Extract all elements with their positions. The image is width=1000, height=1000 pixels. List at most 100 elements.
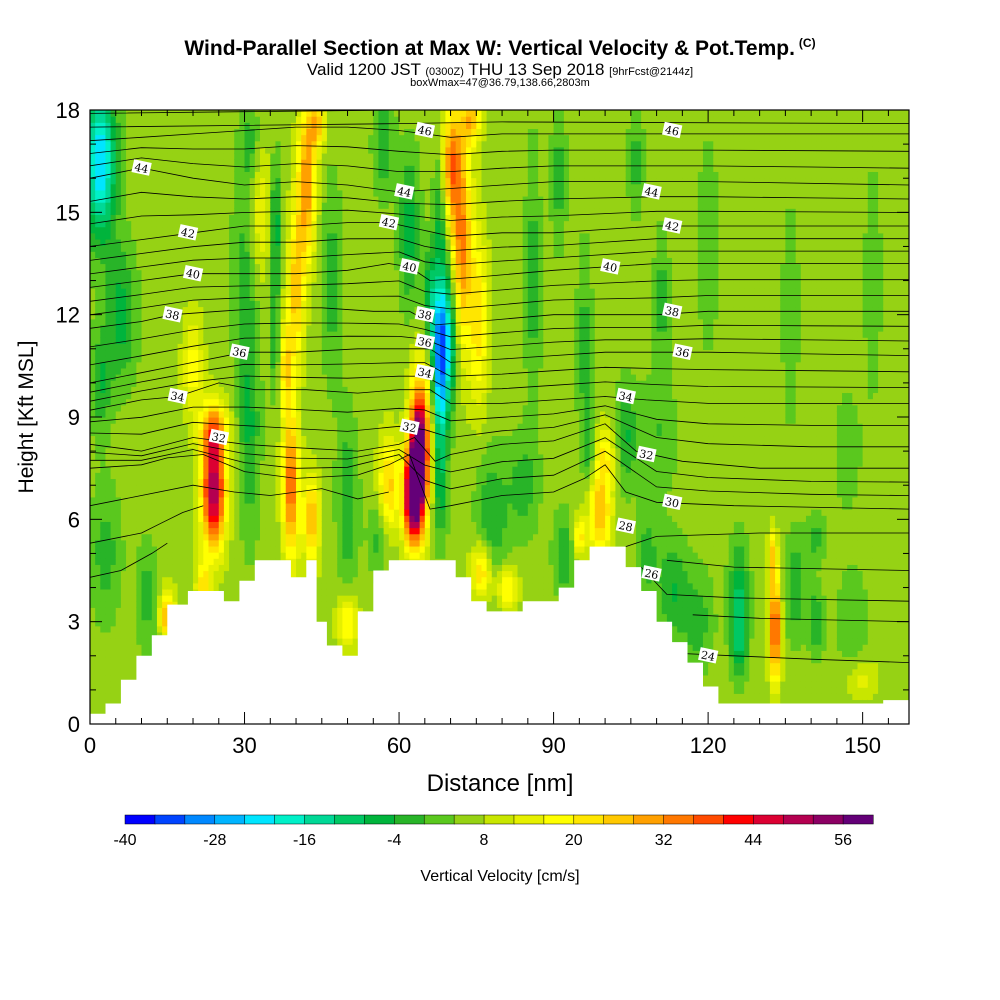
velocity-cell [156, 251, 163, 258]
velocity-cell [239, 312, 246, 320]
velocity-cell [95, 238, 101, 246]
velocity-cell [326, 165, 333, 172]
velocity-cell [332, 159, 338, 166]
velocity-cell [316, 453, 323, 461]
velocity-cell [208, 152, 215, 160]
velocity-cell [239, 576, 246, 584]
velocity-cell [162, 527, 168, 535]
velocity-cell [337, 189, 343, 197]
velocity-cell [146, 140, 153, 148]
velocity-cell [167, 429, 174, 437]
velocity-cell [151, 552, 158, 559]
velocity-cell [141, 484, 148, 492]
velocity-cell [285, 380, 292, 387]
velocity-cell [177, 417, 184, 424]
velocity-cell [311, 122, 318, 130]
velocity-cell [306, 152, 313, 160]
velocity-cell [182, 367, 189, 375]
velocity-cell [187, 374, 194, 381]
velocity-cell [120, 122, 127, 130]
velocity-cell [265, 502, 271, 510]
velocity-cell [95, 202, 101, 209]
velocity-cell [177, 447, 184, 455]
velocity-cell [136, 453, 143, 461]
velocity-cell [198, 312, 204, 320]
velocity-cell [326, 398, 333, 406]
velocity-cell [285, 417, 292, 424]
velocity-cell [301, 214, 307, 222]
velocity-cell [296, 478, 302, 486]
velocity-cell [249, 288, 256, 295]
velocity-cell [311, 159, 318, 166]
velocity-cell [167, 183, 174, 191]
velocity-cell [110, 515, 117, 522]
velocity-cell [254, 257, 261, 265]
velocity-cell [342, 588, 349, 596]
velocity-cell [301, 288, 307, 295]
velocity-cell [115, 140, 122, 148]
velocity-cell [90, 288, 96, 295]
velocity-cell [172, 349, 179, 357]
velocity-cell [172, 269, 179, 277]
velocity-cell [151, 539, 158, 547]
velocity-cell [141, 122, 148, 130]
velocity-cell [208, 558, 215, 565]
velocity-cell [120, 502, 127, 510]
velocity-cell [182, 189, 189, 197]
velocity-cell [326, 146, 333, 154]
velocity-cell [213, 171, 220, 179]
velocity-cell [156, 392, 163, 400]
velocity-cell [321, 245, 328, 252]
velocity-cell [146, 398, 153, 406]
velocity-cell [321, 527, 328, 535]
velocity-cell [90, 226, 96, 234]
velocity-cell [182, 380, 189, 387]
velocity-cell [172, 545, 179, 553]
velocity-cell [337, 281, 343, 289]
velocity-cell [332, 257, 338, 265]
velocity-cell [141, 257, 148, 265]
velocity-cell [265, 478, 271, 486]
velocity-cell [296, 484, 302, 492]
velocity-cell [203, 429, 210, 437]
velocity-cell [162, 429, 168, 437]
velocity-cell [239, 527, 246, 535]
velocity-cell [290, 306, 297, 314]
velocity-cell [213, 404, 220, 412]
velocity-cell [120, 441, 127, 449]
velocity-cell [156, 355, 163, 363]
velocity-cell [311, 214, 318, 222]
velocity-cell [337, 558, 343, 565]
velocity-cell [193, 331, 199, 338]
velocity-cell [120, 509, 127, 516]
velocity-cell [151, 404, 158, 412]
velocity-cell [131, 281, 137, 289]
velocity-cell [187, 300, 194, 308]
velocity-cell [172, 245, 179, 252]
velocity-cell [172, 226, 179, 234]
velocity-cell [229, 441, 235, 449]
velocity-cell [95, 582, 101, 590]
velocity-cell [337, 404, 343, 412]
velocity-cell [249, 552, 256, 559]
velocity-cell [126, 294, 132, 301]
velocity-cell [311, 343, 318, 351]
velocity-cell [234, 533, 240, 541]
velocity-cell [182, 361, 189, 369]
velocity-cell [172, 374, 179, 381]
velocity-cell [265, 189, 271, 197]
velocity-cell [316, 484, 323, 492]
velocity-cell [275, 128, 282, 136]
velocity-cell [126, 453, 132, 461]
velocity-cell [95, 374, 101, 381]
velocity-cell [120, 515, 127, 522]
velocity-cell [187, 361, 194, 369]
velocity-cell [290, 490, 297, 498]
velocity-cell [213, 570, 220, 578]
velocity-cell [115, 183, 122, 191]
velocity-cell [177, 116, 184, 123]
velocity-cell [141, 140, 148, 148]
velocity-cell [151, 238, 158, 246]
velocity-cell [136, 466, 143, 473]
velocity-cell [290, 165, 297, 172]
